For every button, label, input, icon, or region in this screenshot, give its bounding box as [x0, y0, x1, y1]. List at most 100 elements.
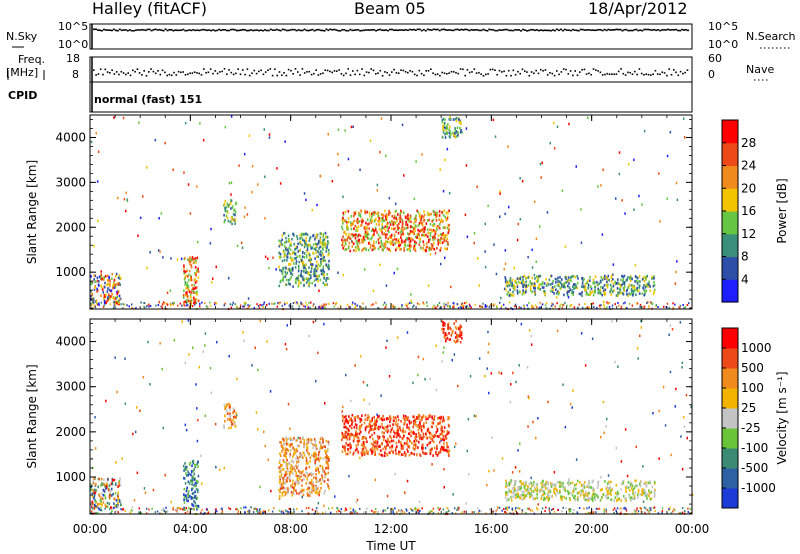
velocity-echo-cell — [315, 490, 318, 493]
power-echo-cell — [356, 241, 358, 245]
power-echo-cell — [391, 220, 393, 223]
power-echo-cell — [100, 270, 102, 273]
power-echo-cell — [399, 248, 401, 251]
power-echo-cell — [241, 246, 244, 249]
velocity-echo-cell — [529, 509, 532, 512]
power-echo-cell — [356, 217, 359, 221]
velocity-echo-cell — [526, 507, 529, 510]
velocity-echo-cell — [192, 459, 195, 463]
velocity-echo-cell — [285, 452, 288, 455]
freq-point — [565, 68, 567, 71]
velocity-echo-cell — [192, 496, 194, 500]
velocity-echo-cell — [576, 511, 578, 514]
power-echo-cell — [391, 214, 393, 218]
power-echo-cell — [285, 278, 288, 282]
velocity-echo-cell — [636, 507, 638, 510]
nsky-point — [295, 29, 298, 32]
power-echo-cell — [400, 233, 402, 236]
power-echo-cell — [636, 276, 639, 280]
power-echo-cell — [617, 278, 619, 281]
velocity-echo-cell — [433, 446, 436, 450]
power-echo-cell — [435, 307, 437, 310]
freq-point — [253, 69, 256, 72]
power-echo-cell — [183, 278, 186, 281]
power-echo-cell — [397, 228, 399, 231]
nsky-point — [164, 28, 167, 31]
velocity-echo-cell — [316, 487, 318, 491]
velocity-echo-cell — [337, 508, 339, 511]
velocity-echo-cell — [282, 486, 285, 489]
freq-point — [93, 69, 95, 71]
power-echo-cell — [541, 281, 544, 284]
power-echo-cell — [326, 243, 329, 246]
power-echo-cell — [531, 282, 533, 286]
power-echo-cell — [465, 127, 468, 130]
velocity-echo-cell — [552, 508, 554, 510]
velocity-echo-cell — [602, 400, 605, 404]
power-echo-cell — [294, 257, 296, 260]
power-echo-cell — [423, 234, 426, 237]
velocity-echo-cell — [172, 506, 174, 509]
power-echo-cell — [457, 131, 460, 134]
power-echo-cell — [358, 211, 360, 215]
velocity-echo-cell — [185, 472, 187, 475]
power-echo-cell — [257, 305, 260, 307]
velocity-echo-cell — [163, 509, 165, 512]
velocity-echo-cell — [376, 447, 379, 451]
velocity-echo-cell — [293, 482, 296, 485]
velocity-echo-cell — [242, 331, 244, 334]
velocity-echo-cell — [611, 320, 613, 323]
power-echo-cell — [565, 277, 567, 280]
power-echo-cell — [587, 279, 589, 282]
power-echo-cell — [606, 280, 608, 284]
power-echo-cell — [185, 287, 187, 290]
power-echo-cell — [307, 307, 309, 310]
power-echo-cell — [142, 195, 144, 198]
power-echo-cell — [385, 303, 387, 306]
velocity-echo-cell — [255, 508, 257, 511]
power-echo-cell — [581, 294, 583, 297]
velocity-echo-cell — [299, 475, 301, 478]
power-echo-cell — [160, 212, 163, 215]
freq-point — [102, 73, 104, 76]
power-echo-cell — [623, 285, 626, 288]
power-echo-cell — [541, 286, 544, 289]
power-echo-cell — [447, 301, 449, 304]
velocity-echo-cell — [421, 507, 423, 510]
velocity-echo-cell — [302, 456, 304, 460]
freq-point — [400, 69, 402, 71]
power-echo-cell — [551, 302, 553, 305]
power-echo-cell — [626, 288, 629, 292]
velocity-echo-cell — [196, 507, 198, 511]
power-echo-cell — [612, 284, 615, 288]
velocity-echo-cell — [300, 453, 302, 456]
velocity-echo-cell — [328, 458, 330, 461]
power-echo-cell — [460, 305, 462, 308]
power-echo-cell — [531, 248, 533, 252]
power-echo-cell — [117, 302, 119, 306]
nsky-point — [373, 29, 376, 31]
power-echo-cell — [620, 278, 622, 282]
freq-point — [203, 68, 205, 70]
power-echo-cell — [531, 276, 534, 280]
velocity-echo-cell — [229, 508, 232, 510]
power-echo-cell — [460, 303, 463, 306]
velocity-echo-cell — [683, 425, 686, 428]
nsky-point — [659, 29, 662, 32]
velocity-echo-cell — [106, 501, 109, 505]
velocity-echo-cell — [97, 502, 99, 506]
power-echo-cell — [564, 275, 566, 279]
velocity-echo-cell — [419, 509, 421, 512]
power-echo-cell — [90, 281, 93, 285]
power-echo-cell — [94, 306, 97, 309]
velocity-echo-cell — [407, 416, 409, 419]
power-echo-cell — [389, 235, 392, 239]
power-echo-cell — [623, 274, 626, 278]
velocity-echo-cell — [366, 440, 368, 443]
nsky-point — [494, 29, 497, 32]
power-echo-cell — [648, 304, 650, 307]
velocity-echo-cell — [250, 506, 252, 509]
power-echo-cell — [450, 133, 452, 136]
velocity-echo-cell — [191, 470, 193, 473]
velocity-echo-cell — [91, 500, 94, 504]
